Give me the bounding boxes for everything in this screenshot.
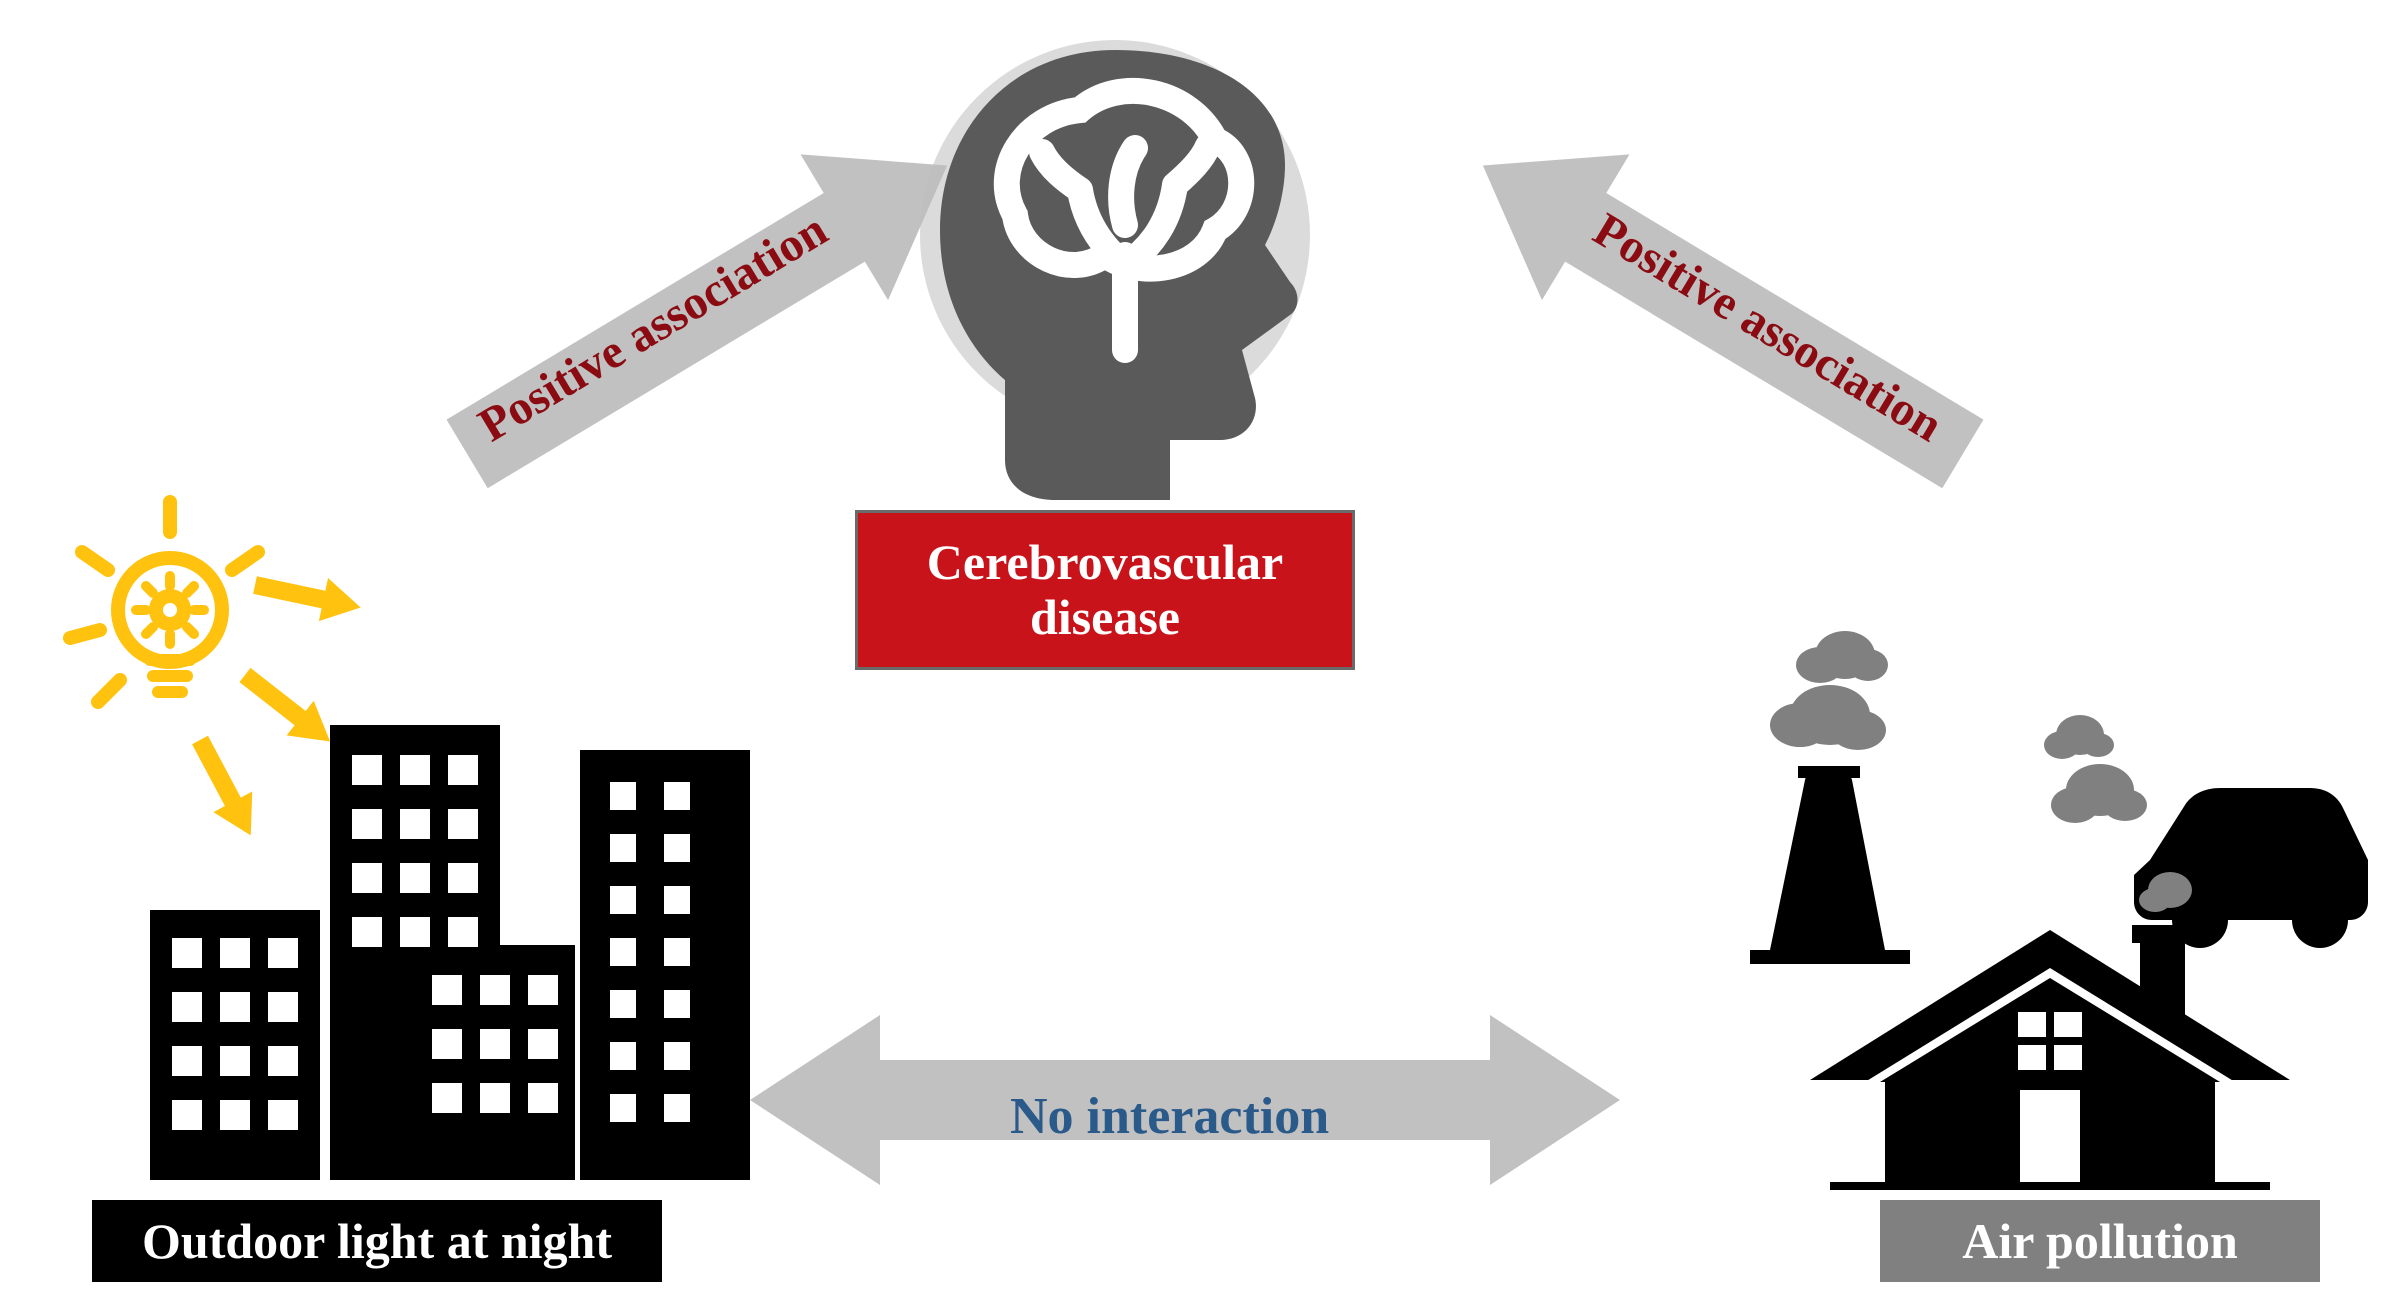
pollution-icon (1680, 580, 2380, 1200)
top-node-label: Cerebrovascular disease (855, 510, 1355, 670)
diagram-stage: Cerebrovascular disease (0, 0, 2400, 1294)
interaction-label: No interaction (1010, 1087, 1329, 1146)
top-label-line1: Cerebrovascular (927, 535, 1283, 590)
top-label-line2: disease (927, 590, 1283, 645)
light-city-icon (60, 490, 760, 1190)
right-node-label: Air pollution (1880, 1200, 2320, 1282)
left-node-label: Outdoor light at night (92, 1200, 662, 1282)
brain-head-icon (870, 20, 1350, 510)
